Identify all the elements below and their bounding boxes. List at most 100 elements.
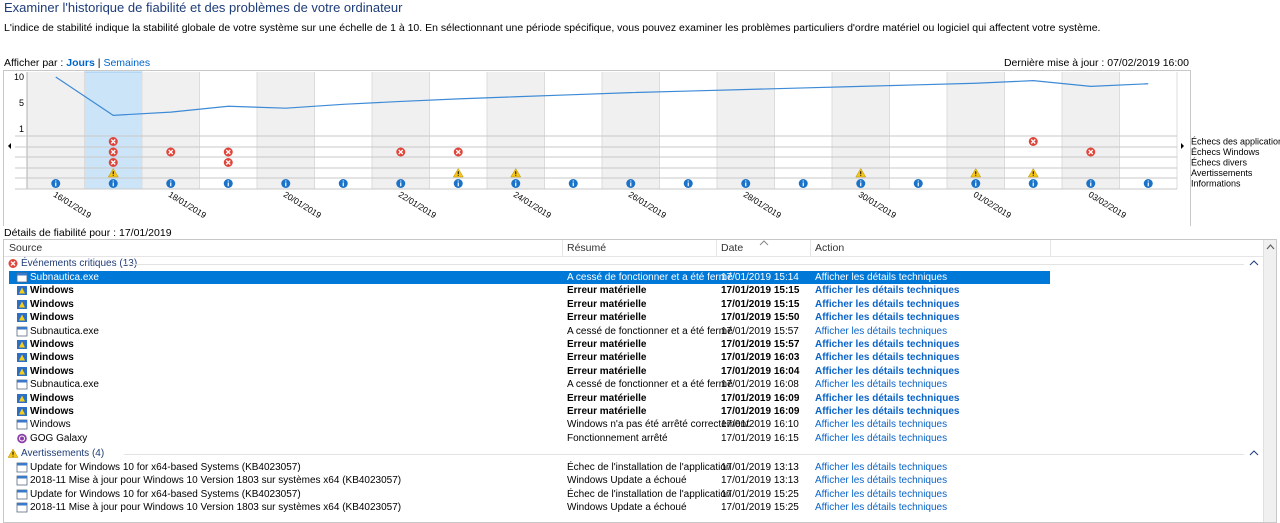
error-icon	[223, 158, 233, 167]
technical-details-link[interactable]: Afficher les détails techniques	[815, 339, 960, 350]
table-row[interactable]: Windows Erreur matérielle 17/01/2019 15:57…	[4, 338, 1262, 351]
day-column[interactable]	[544, 72, 603, 189]
icon-bar	[17, 273, 27, 276]
technical-details-link[interactable]: Afficher les détails techniques	[815, 352, 960, 364]
column-header[interactable]: Source	[9, 242, 43, 254]
technical-details-link[interactable]: Afficher les détails techniques	[815, 285, 960, 297]
warning-icon	[510, 168, 522, 178]
column-header[interactable]: Date	[721, 242, 744, 254]
technical-details-link[interactable]: Afficher les détails techniques	[815, 501, 948, 513]
info-icon	[338, 179, 348, 188]
column-header[interactable]: Action	[815, 242, 845, 254]
info-icon	[108, 179, 118, 188]
table-row[interactable]: 2018-11 Mise à jour pour Windows 10 Vers…	[4, 501, 1262, 514]
source: Windows	[30, 419, 71, 431]
date: 17/01/2019 13:13	[721, 461, 799, 473]
technical-details-link[interactable]: Afficher les détails techniques	[815, 312, 960, 324]
app-icon	[16, 379, 28, 390]
table-row[interactable]: Windows Erreur matérielle 17/01/2019 16:09…	[4, 392, 1262, 405]
icon-glyph	[19, 368, 25, 375]
day-column[interactable]	[142, 72, 200, 189]
summary: Erreur matérielle	[567, 339, 647, 350]
y-tick-label: 5	[19, 98, 24, 108]
day-column[interactable]	[717, 72, 775, 189]
error-icon	[453, 147, 463, 157]
row-icon	[17, 286, 27, 296]
technical-details-link[interactable]: Afficher les détails techniques	[815, 432, 948, 444]
day-column[interactable]	[659, 72, 718, 189]
summary: A cessé de fonctionner et a été fermé	[567, 325, 733, 337]
technical-details-link[interactable]: Afficher les détails techniques	[815, 272, 948, 283]
day-column[interactable]	[889, 72, 948, 189]
icon-glyph	[225, 160, 231, 165]
day-column[interactable]	[1119, 72, 1178, 189]
table-row[interactable]: 2018-11 Mise à jour pour Windows 10 Vers…	[4, 474, 1262, 487]
summary: Windows n'a pas été arrêté correctement	[567, 419, 749, 431]
day-column[interactable]	[314, 72, 373, 189]
technical-details-link[interactable]: Afficher les détails techniques	[815, 392, 960, 404]
group-header[interactable]: Avertissements (4)	[4, 447, 1262, 460]
technical-details-link[interactable]: Afficher les détails techniques	[815, 406, 960, 417]
table-row[interactable]: Subnautica.exe A cessé de fonctionner et …	[4, 325, 1262, 338]
group-rule	[124, 264, 1244, 265]
technical-details-link[interactable]: Afficher les détails techniques	[815, 379, 948, 391]
icon-glyph	[19, 314, 25, 321]
view-selector: Afficher par : Jours | Semaines	[4, 57, 150, 69]
scroll-left[interactable]	[8, 143, 11, 149]
table-row[interactable]: Subnautica.exe A cessé de fonctionner et …	[4, 378, 1262, 391]
technical-details-link[interactable]: Afficher les détails techniques	[815, 419, 948, 431]
y-tick-label: 10	[14, 72, 24, 82]
source: Subnautica.exe	[30, 272, 99, 283]
technical-details-link[interactable]: Afficher les détails techniques	[815, 365, 960, 377]
summary: Erreur matérielle	[567, 298, 647, 310]
table-row[interactable]: Windows Windows n'a pas été arrêté correc…	[4, 418, 1262, 431]
windows-icon	[17, 393, 27, 403]
group-header[interactable]: Événements critiques (13)	[4, 257, 1262, 270]
day-column[interactable]	[257, 72, 315, 189]
day-column[interactable]	[774, 72, 833, 189]
column-header[interactable]: Résumé	[567, 242, 607, 254]
row-icon	[17, 353, 27, 363]
day-column[interactable]	[372, 72, 430, 189]
summary: A cessé de fonctionner et a été fermé	[567, 379, 733, 391]
day-column[interactable]	[602, 72, 660, 189]
date: 17/01/2019 16:15	[721, 432, 799, 444]
table-row[interactable]: Windows Erreur matérielle 17/01/2019 16:09…	[4, 405, 1262, 418]
source: 2018-11 Mise à jour pour Windows 10 Vers…	[30, 501, 402, 513]
technical-details-link[interactable]: Afficher les détails techniques	[815, 461, 948, 473]
technical-details-link[interactable]: Afficher les détails techniques	[815, 488, 948, 500]
day-column[interactable]	[1062, 72, 1120, 189]
weeks-link[interactable]: Semaines	[103, 57, 151, 69]
info-icon	[568, 179, 578, 188]
icon-glyph	[1030, 139, 1036, 144]
error-icon	[396, 147, 406, 157]
technical-details-link[interactable]: Afficher les détails techniques	[815, 325, 948, 337]
summary: Fonctionnement arrêté	[567, 432, 668, 444]
info-icon	[1028, 179, 1038, 188]
table-row[interactable]: Windows Erreur matérielle 17/01/2019 16:04…	[4, 365, 1262, 378]
y-tick-label: 1	[19, 124, 24, 134]
technical-details-link[interactable]: Afficher les détails techniques	[815, 475, 948, 487]
days-link[interactable]: Jours	[66, 57, 95, 69]
table-row[interactable]: Windows Erreur matérielle 17/01/2019 15:50…	[4, 311, 1262, 324]
day-column[interactable]	[27, 72, 85, 189]
summary: Windows Update a échoué	[567, 501, 687, 513]
table-row[interactable]: Update for Windows 10 for x64-based Syst…	[4, 488, 1262, 501]
table-row[interactable]: Windows Erreur matérielle 17/01/2019 15:15…	[4, 298, 1262, 311]
table-row[interactable]: Windows Erreur matérielle 17/01/2019 15:15…	[4, 284, 1262, 297]
table-row[interactable]: Subnautica.exe A cessé de fonctionner et …	[4, 271, 1262, 284]
row-icon	[17, 433, 27, 444]
technical-details-link[interactable]: Afficher les détails techniques	[815, 298, 960, 310]
icon-glyph	[19, 435, 25, 442]
day-column[interactable]	[199, 72, 258, 189]
scroll-right[interactable]	[1181, 143, 1184, 149]
source: Windows	[30, 285, 74, 297]
table-row[interactable]: Windows Erreur matérielle 17/01/2019 16:03…	[4, 351, 1262, 364]
error-icon	[1028, 137, 1038, 146]
table-row[interactable]: Update for Windows 10 for x64-based Syst…	[4, 461, 1262, 474]
table-row[interactable]: GOG Galaxy Fonctionnement arrêté 17/01/201…	[4, 432, 1262, 445]
icon-bar	[17, 489, 27, 492]
info-icon	[1143, 179, 1153, 188]
info-icon	[223, 179, 233, 188]
